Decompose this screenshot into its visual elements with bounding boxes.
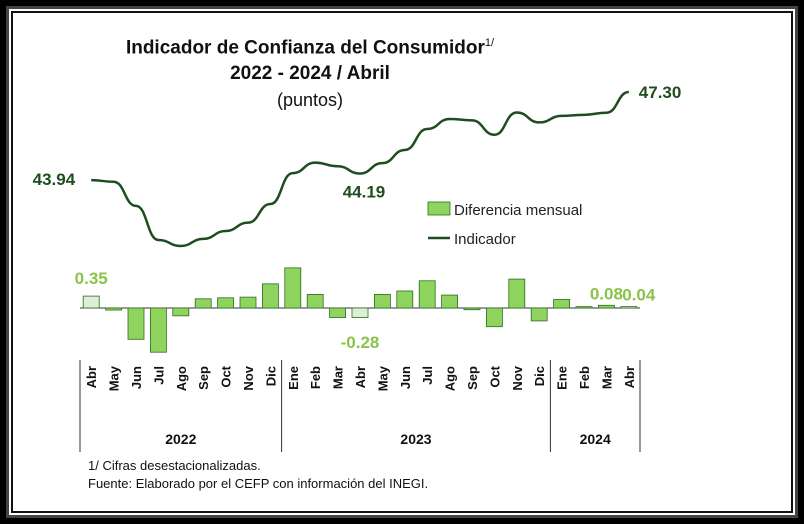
month-label-8: Dic <box>263 366 278 386</box>
bar-18 <box>485 307 503 328</box>
month-label-21: Ene <box>555 366 570 390</box>
year-label-2024: 2024 <box>580 431 611 447</box>
year-label-2022: 2022 <box>165 431 196 447</box>
month-label-23: Mar <box>599 366 614 389</box>
bar-14 <box>396 290 414 309</box>
year-label-2023: 2023 <box>400 431 431 447</box>
legend-line-label: Indicador <box>454 231 516 248</box>
bar-20 <box>530 307 548 322</box>
bar-22 <box>575 306 593 309</box>
month-label-7: Nov <box>241 365 256 390</box>
bar-19 <box>508 278 526 309</box>
bar-24 <box>620 306 638 309</box>
chart-units: (puntos) <box>276 90 344 110</box>
chart-title: Indicador de Confianza del Consumidor1/ <box>90 37 530 59</box>
bar-4 <box>172 307 190 317</box>
bar-13 <box>373 293 391 309</box>
month-label-13: May <box>375 365 390 391</box>
bar-15 <box>418 280 436 309</box>
bar-2 <box>127 307 145 340</box>
bar-10 <box>306 293 324 309</box>
month-label-16: Ago <box>443 366 458 391</box>
bar-3 <box>149 307 167 353</box>
month-label-5: Sep <box>196 366 211 390</box>
month-label-14: Jun <box>398 366 413 389</box>
indicator-line <box>91 90 630 248</box>
footnote-source: Fuente: Elaborado por el CEFP con inform… <box>88 476 429 491</box>
bar-9 <box>284 267 302 309</box>
bar-6 <box>217 297 235 309</box>
bar-17 <box>463 307 481 311</box>
month-label-10: Feb <box>308 366 323 389</box>
data-label-1: 44.19 <box>343 183 386 202</box>
month-label-9: Ene <box>286 366 301 390</box>
month-label-24: Abr <box>622 366 637 388</box>
footnote-1: 1/ Cifras desestacionalizadas. <box>88 458 261 473</box>
data-label-3: 0.35 <box>75 269 108 288</box>
bar-21 <box>553 299 570 309</box>
legend-bar-label: Diferencia mensual <box>454 202 582 219</box>
month-label-0: Abr <box>84 366 99 388</box>
chart-subtitle: 2022 - 2024 / Abril <box>230 63 390 84</box>
bar-1 <box>105 307 122 311</box>
month-label-2: Jun <box>129 366 144 389</box>
bar-8 <box>261 283 279 309</box>
bar-12 <box>351 307 369 318</box>
data-label-0: 43.94 <box>33 170 76 189</box>
title-line-1: Indicador de Confianza del Consumidor <box>125 37 485 59</box>
bar-23 <box>598 304 615 309</box>
month-label-11: Mar <box>331 366 346 389</box>
bar-7 <box>239 296 257 309</box>
month-label-18: Oct <box>487 365 502 387</box>
month-label-20: Dic <box>532 366 547 386</box>
legend-bar-swatch <box>427 201 451 216</box>
data-label-5: 0.08 <box>590 284 623 303</box>
month-label-17: Sep <box>465 366 480 390</box>
bar-11 <box>329 307 347 318</box>
month-label-4: Ago <box>174 366 189 391</box>
bar-16 <box>441 294 459 309</box>
month-label-1: May <box>107 365 122 391</box>
bar-5 <box>194 298 212 309</box>
month-label-22: Feb <box>577 366 592 389</box>
month-label-12: Abr <box>353 366 368 388</box>
data-label-2: 47.30 <box>639 83 682 102</box>
month-label-3: Jul <box>151 366 166 385</box>
month-label-6: Oct <box>219 365 234 387</box>
data-label-6: 0.04 <box>622 286 656 305</box>
data-label-4: -0.28 <box>341 333 380 352</box>
bar-0 <box>82 295 100 309</box>
month-label-19: Nov <box>510 365 525 390</box>
title-footnote-mark: 1/ <box>484 37 495 49</box>
month-label-15: Jul <box>420 366 435 385</box>
